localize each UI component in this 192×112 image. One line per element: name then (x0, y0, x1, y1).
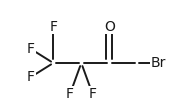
Text: F: F (66, 87, 74, 101)
Text: F: F (49, 20, 57, 34)
Text: Br: Br (151, 56, 166, 70)
Text: F: F (27, 42, 35, 56)
Text: F: F (27, 70, 35, 84)
Text: O: O (104, 20, 115, 34)
Text: F: F (89, 87, 97, 101)
